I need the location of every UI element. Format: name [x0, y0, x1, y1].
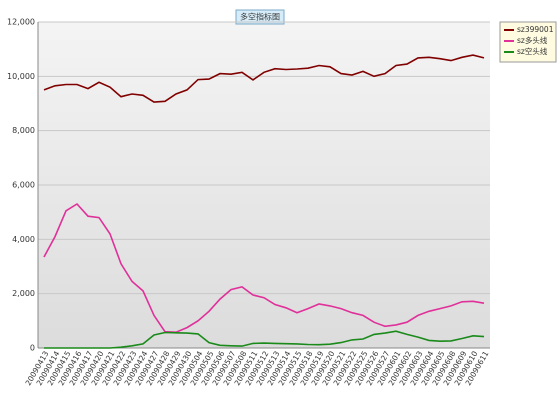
series-line	[43, 54, 485, 103]
y-tick-label: 12,000	[7, 18, 35, 27]
chart-title: 多空指标图	[240, 12, 280, 22]
y-tick-label: 0	[30, 344, 35, 353]
y-tick-label: 2,000	[12, 289, 35, 298]
legend-label: sz399001	[517, 25, 554, 34]
y-tick-label: 4,000	[12, 235, 35, 244]
legend-label: sz多头线	[517, 35, 548, 45]
y-tick-label: 6,000	[12, 181, 35, 190]
title-box	[235, 9, 285, 25]
legend-label: sz空头线	[517, 46, 548, 56]
series-line	[44, 330, 485, 349]
series-line	[43, 202, 485, 334]
y-tick-label: 10,000	[7, 72, 35, 81]
y-tick-label: 8,000	[12, 126, 35, 135]
